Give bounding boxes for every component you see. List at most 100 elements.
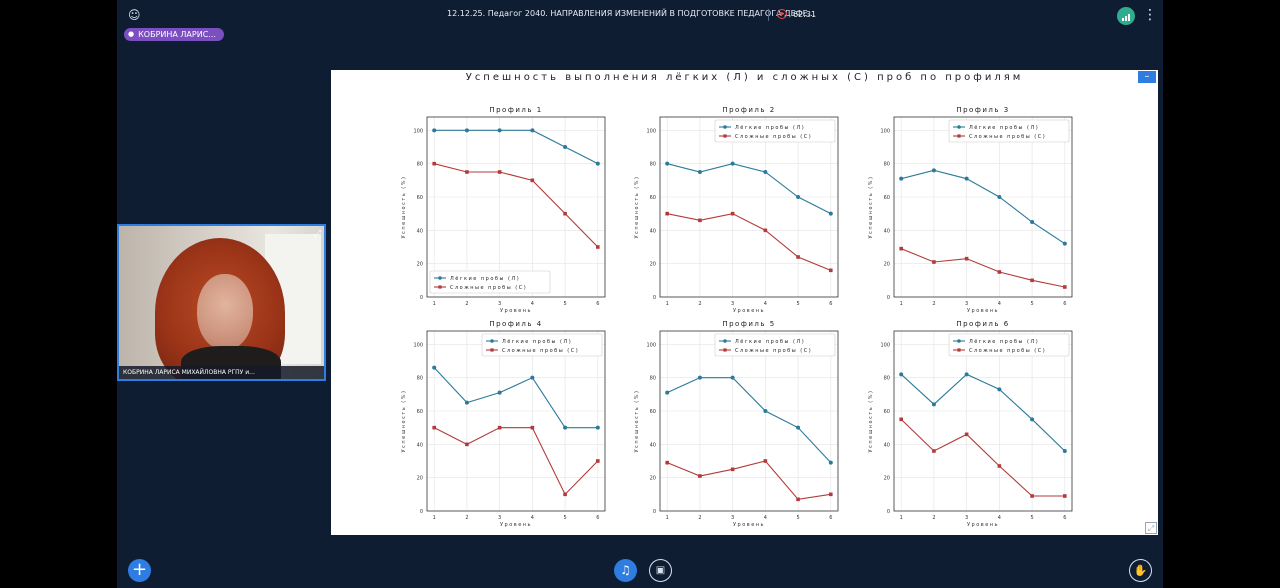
x-tick-label: 3 <box>498 301 501 307</box>
expand-video-icon[interactable]: ⤢ <box>313 229 321 239</box>
x-axis-label: Уровень <box>733 308 765 313</box>
legend-marker <box>957 348 961 352</box>
data-point <box>497 425 502 430</box>
camera-off-icon[interactable]: ▣ <box>649 559 672 582</box>
data-point <box>465 442 469 447</box>
x-tick-label: 1 <box>666 301 669 307</box>
signal-bar <box>1122 18 1124 21</box>
data-point <box>763 409 768 413</box>
data-point <box>464 128 469 133</box>
legend-marker <box>490 348 494 352</box>
x-tick-label: 2 <box>698 301 701 307</box>
legend-label: Лёгкие пробы (Л) <box>735 125 805 131</box>
active-speaker-pill[interactable]: ● КОБРИНА ЛАРИС... <box>124 28 224 41</box>
data-point <box>563 211 567 216</box>
legend-label: Лёгкие пробы (Л) <box>450 276 520 282</box>
connection-quality-button[interactable] <box>1117 7 1135 25</box>
y-tick-label: 100 <box>880 128 890 134</box>
minimize-screen-button[interactable]: – <box>1138 71 1156 83</box>
data-point <box>1062 241 1067 246</box>
slide-title: Успешность выполнения лёгких (Л) и сложн… <box>465 72 1024 83</box>
x-tick-label: 5 <box>796 301 799 307</box>
series-line <box>900 418 1065 497</box>
data-point <box>796 255 800 259</box>
headset-icon[interactable]: ♫ <box>614 559 637 582</box>
line-chart-svg: Профиль 6 0 20 40 60 80 100 1 2 3 4 5 6 Уровень Успешн… <box>868 320 1073 527</box>
add-button[interactable]: + <box>128 559 151 582</box>
data-point <box>931 402 936 407</box>
data-point <box>464 400 469 405</box>
series-line <box>900 248 1065 288</box>
line-chart-svg: Профиль 2 0 20 40 60 80 100 1 2 3 4 5 6 Уровень Успешн… <box>634 106 839 313</box>
more-options-icon[interactable]: ⋮ <box>1143 7 1157 23</box>
legend-marker <box>957 125 961 129</box>
x-tick-label: 6 <box>1063 515 1066 521</box>
line-chart-svg: Профиль 4 0 20 40 60 80 100 1 2 3 4 5 6 Уровень Успешн… <box>401 320 606 527</box>
legend-label: Сложные пробы (С) <box>969 134 1046 140</box>
x-tick-label: 3 <box>965 301 968 307</box>
raise-hand-icon[interactable]: ✋ <box>1129 559 1152 582</box>
y-tick-label: 80 <box>884 376 890 382</box>
data-point <box>829 492 833 497</box>
data-point <box>1062 449 1067 453</box>
data-point <box>432 365 437 370</box>
x-tick-label: 5 <box>563 301 566 307</box>
signal-bar <box>1125 16 1127 21</box>
data-point <box>432 128 437 133</box>
data-point <box>932 260 936 264</box>
y-tick-label: 20 <box>417 476 423 482</box>
y-tick-label: 80 <box>417 162 423 168</box>
y-tick-label: 40 <box>417 228 423 234</box>
x-tick-label: 2 <box>465 301 468 307</box>
data-point <box>665 161 670 166</box>
legend-label: Лёгкие пробы (Л) <box>735 339 805 345</box>
data-point <box>997 387 1002 392</box>
data-point <box>432 161 436 166</box>
chart-title: Профиль 4 <box>489 320 542 328</box>
legend-marker <box>723 348 727 352</box>
y-tick-label: 80 <box>650 162 656 168</box>
chart-profile-3: Профиль 3 0 20 40 60 80 100 1 2 3 4 5 6 Уровень Успешн… <box>864 103 1076 313</box>
series-line <box>900 373 1066 452</box>
data-point <box>665 211 669 216</box>
data-point <box>899 176 904 181</box>
y-tick-label: 0 <box>653 509 656 515</box>
x-tick-label: 6 <box>596 515 599 521</box>
y-tick-label: 20 <box>417 262 423 268</box>
legend-marker <box>723 125 727 129</box>
data-point <box>465 170 469 174</box>
participant-video-tile[interactable]: ⤢ КОБРИНА ЛАРИСА МИХАЙЛОВНА РГПУ и... <box>117 224 326 381</box>
chart-profile-1: Профиль 1 0 20 40 60 80 100 1 2 3 4 5 6 Уровень Успешн… <box>397 103 609 313</box>
speaker-name: КОБРИНА ЛАРИС... <box>138 30 216 39</box>
y-tick-label: 80 <box>650 376 656 382</box>
microphone-icon: ● <box>128 30 135 38</box>
data-point <box>763 228 768 233</box>
x-tick-label: 2 <box>465 515 468 521</box>
legend-label: Сложные пробы (С) <box>735 134 812 140</box>
participants-icon[interactable]: ☺ <box>128 8 141 22</box>
series-line <box>667 163 832 215</box>
x-tick-label: 3 <box>731 515 734 521</box>
series-line <box>901 169 1066 245</box>
x-tick-label: 3 <box>498 515 501 521</box>
chart-title: Профиль 1 <box>489 106 542 114</box>
fullscreen-icon[interactable]: ⤢ <box>1145 522 1157 534</box>
recording-icon <box>777 9 787 19</box>
x-tick-label: 1 <box>900 515 903 521</box>
legend-box <box>948 119 1070 143</box>
y-tick-label: 40 <box>650 228 656 234</box>
legend-marker <box>490 339 494 343</box>
legend-marker <box>957 339 961 343</box>
data-point <box>563 492 567 497</box>
series-line <box>433 427 599 496</box>
chart-title: Профиль 5 <box>722 320 775 328</box>
data-point <box>596 245 600 249</box>
data-point <box>563 145 568 149</box>
y-tick-label: 60 <box>650 409 656 415</box>
data-point <box>1063 494 1067 498</box>
x-tick-label: 4 <box>531 301 534 307</box>
y-tick-label: 60 <box>650 195 656 201</box>
x-tick-label: 2 <box>698 515 701 521</box>
y-tick-label: 60 <box>417 195 423 201</box>
data-point <box>828 460 833 465</box>
